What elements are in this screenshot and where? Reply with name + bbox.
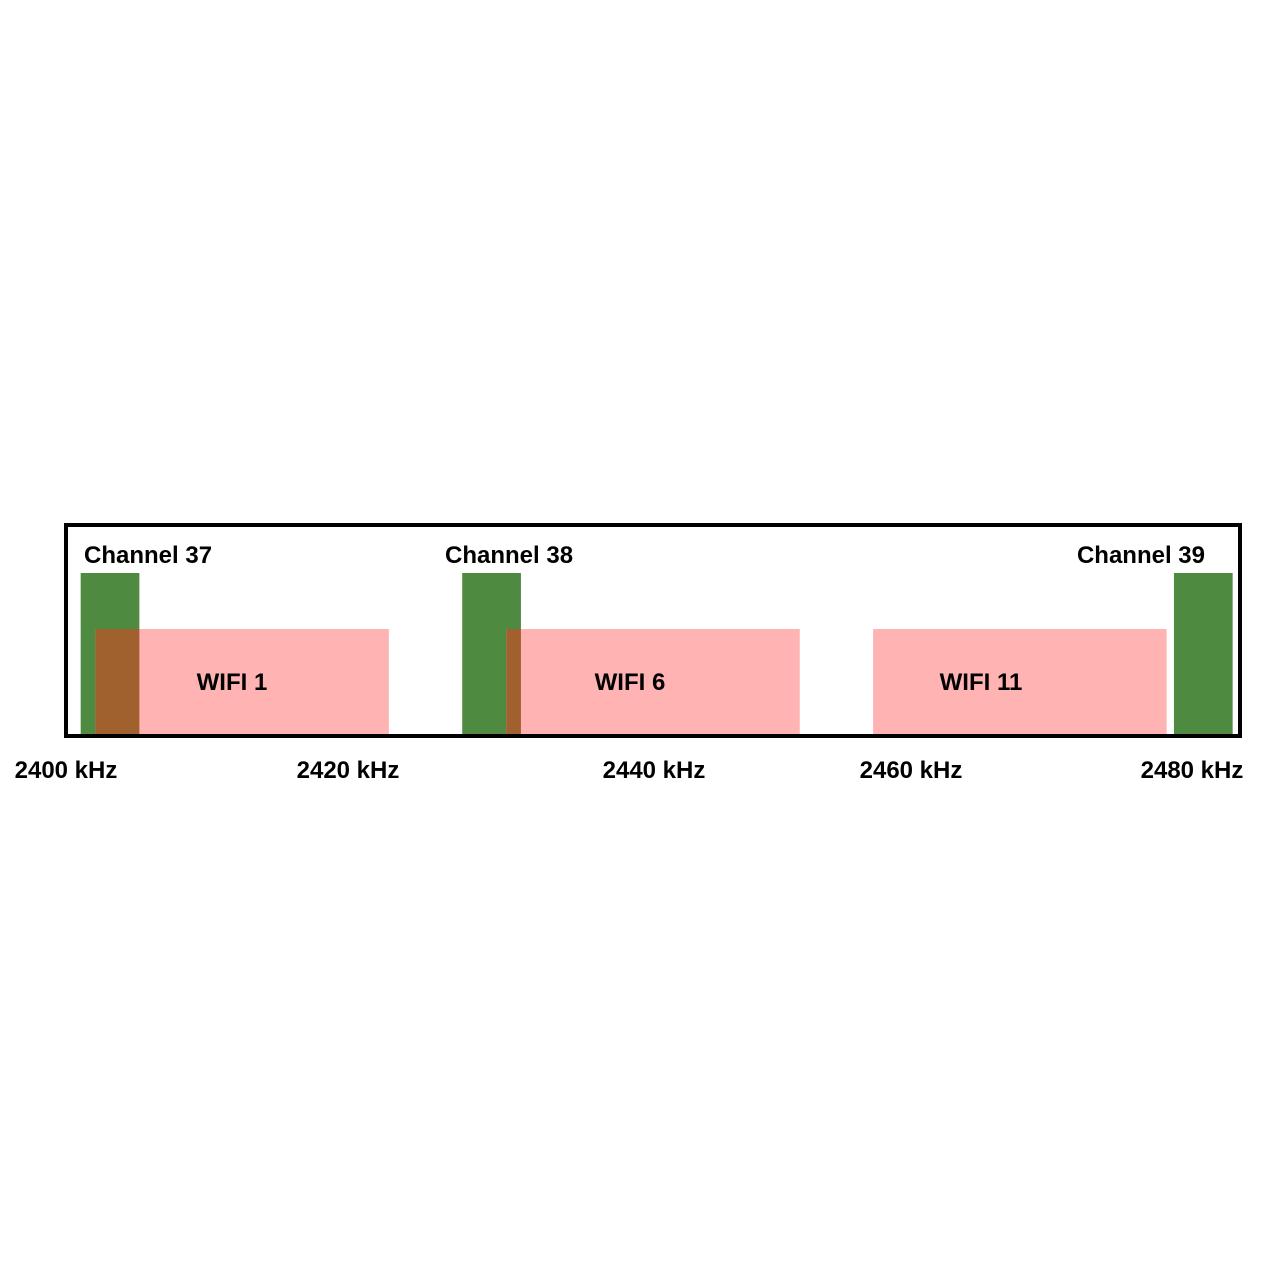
ble-channel-label: Channel 37	[84, 542, 212, 569]
spectrum-bands	[80, 573, 1233, 734]
wifi-channel-label: WIFI 1	[197, 669, 268, 696]
frequency-tick-label: 2400 kHz	[15, 757, 118, 784]
wifi-channel-band	[95, 629, 389, 734]
spectrum-frame	[64, 523, 1242, 738]
overlap-region	[95, 629, 140, 734]
ble-channel-bar	[1173, 573, 1233, 734]
ble-channel-label: Channel 39	[1077, 542, 1205, 569]
ble-channel-label: Channel 38	[445, 542, 573, 569]
wifi-channel-labels: WIFI 1 WIFI 6 WIFI 11	[197, 669, 1023, 696]
frequency-tick-label: 2480 kHz	[1141, 757, 1244, 784]
wifi-channel-label: WIFI 11	[940, 669, 1023, 696]
wifi-channel-band	[506, 629, 800, 734]
ble-channel-labels: Channel 37 Channel 38 Channel 39	[84, 542, 1205, 569]
frequency-tick-label: 2440 kHz	[603, 757, 706, 784]
frequency-tick-label: 2460 kHz	[860, 757, 963, 784]
wifi-channel-band	[873, 629, 1167, 734]
wifi-channel-label: WIFI 6	[595, 669, 666, 696]
overlap-region	[506, 629, 521, 734]
frequency-tick-label: 2420 kHz	[297, 757, 400, 784]
frequency-tick-labels: 2400 kHz 2420 kHz 2440 kHz 2460 kHz 2480…	[15, 757, 1244, 784]
